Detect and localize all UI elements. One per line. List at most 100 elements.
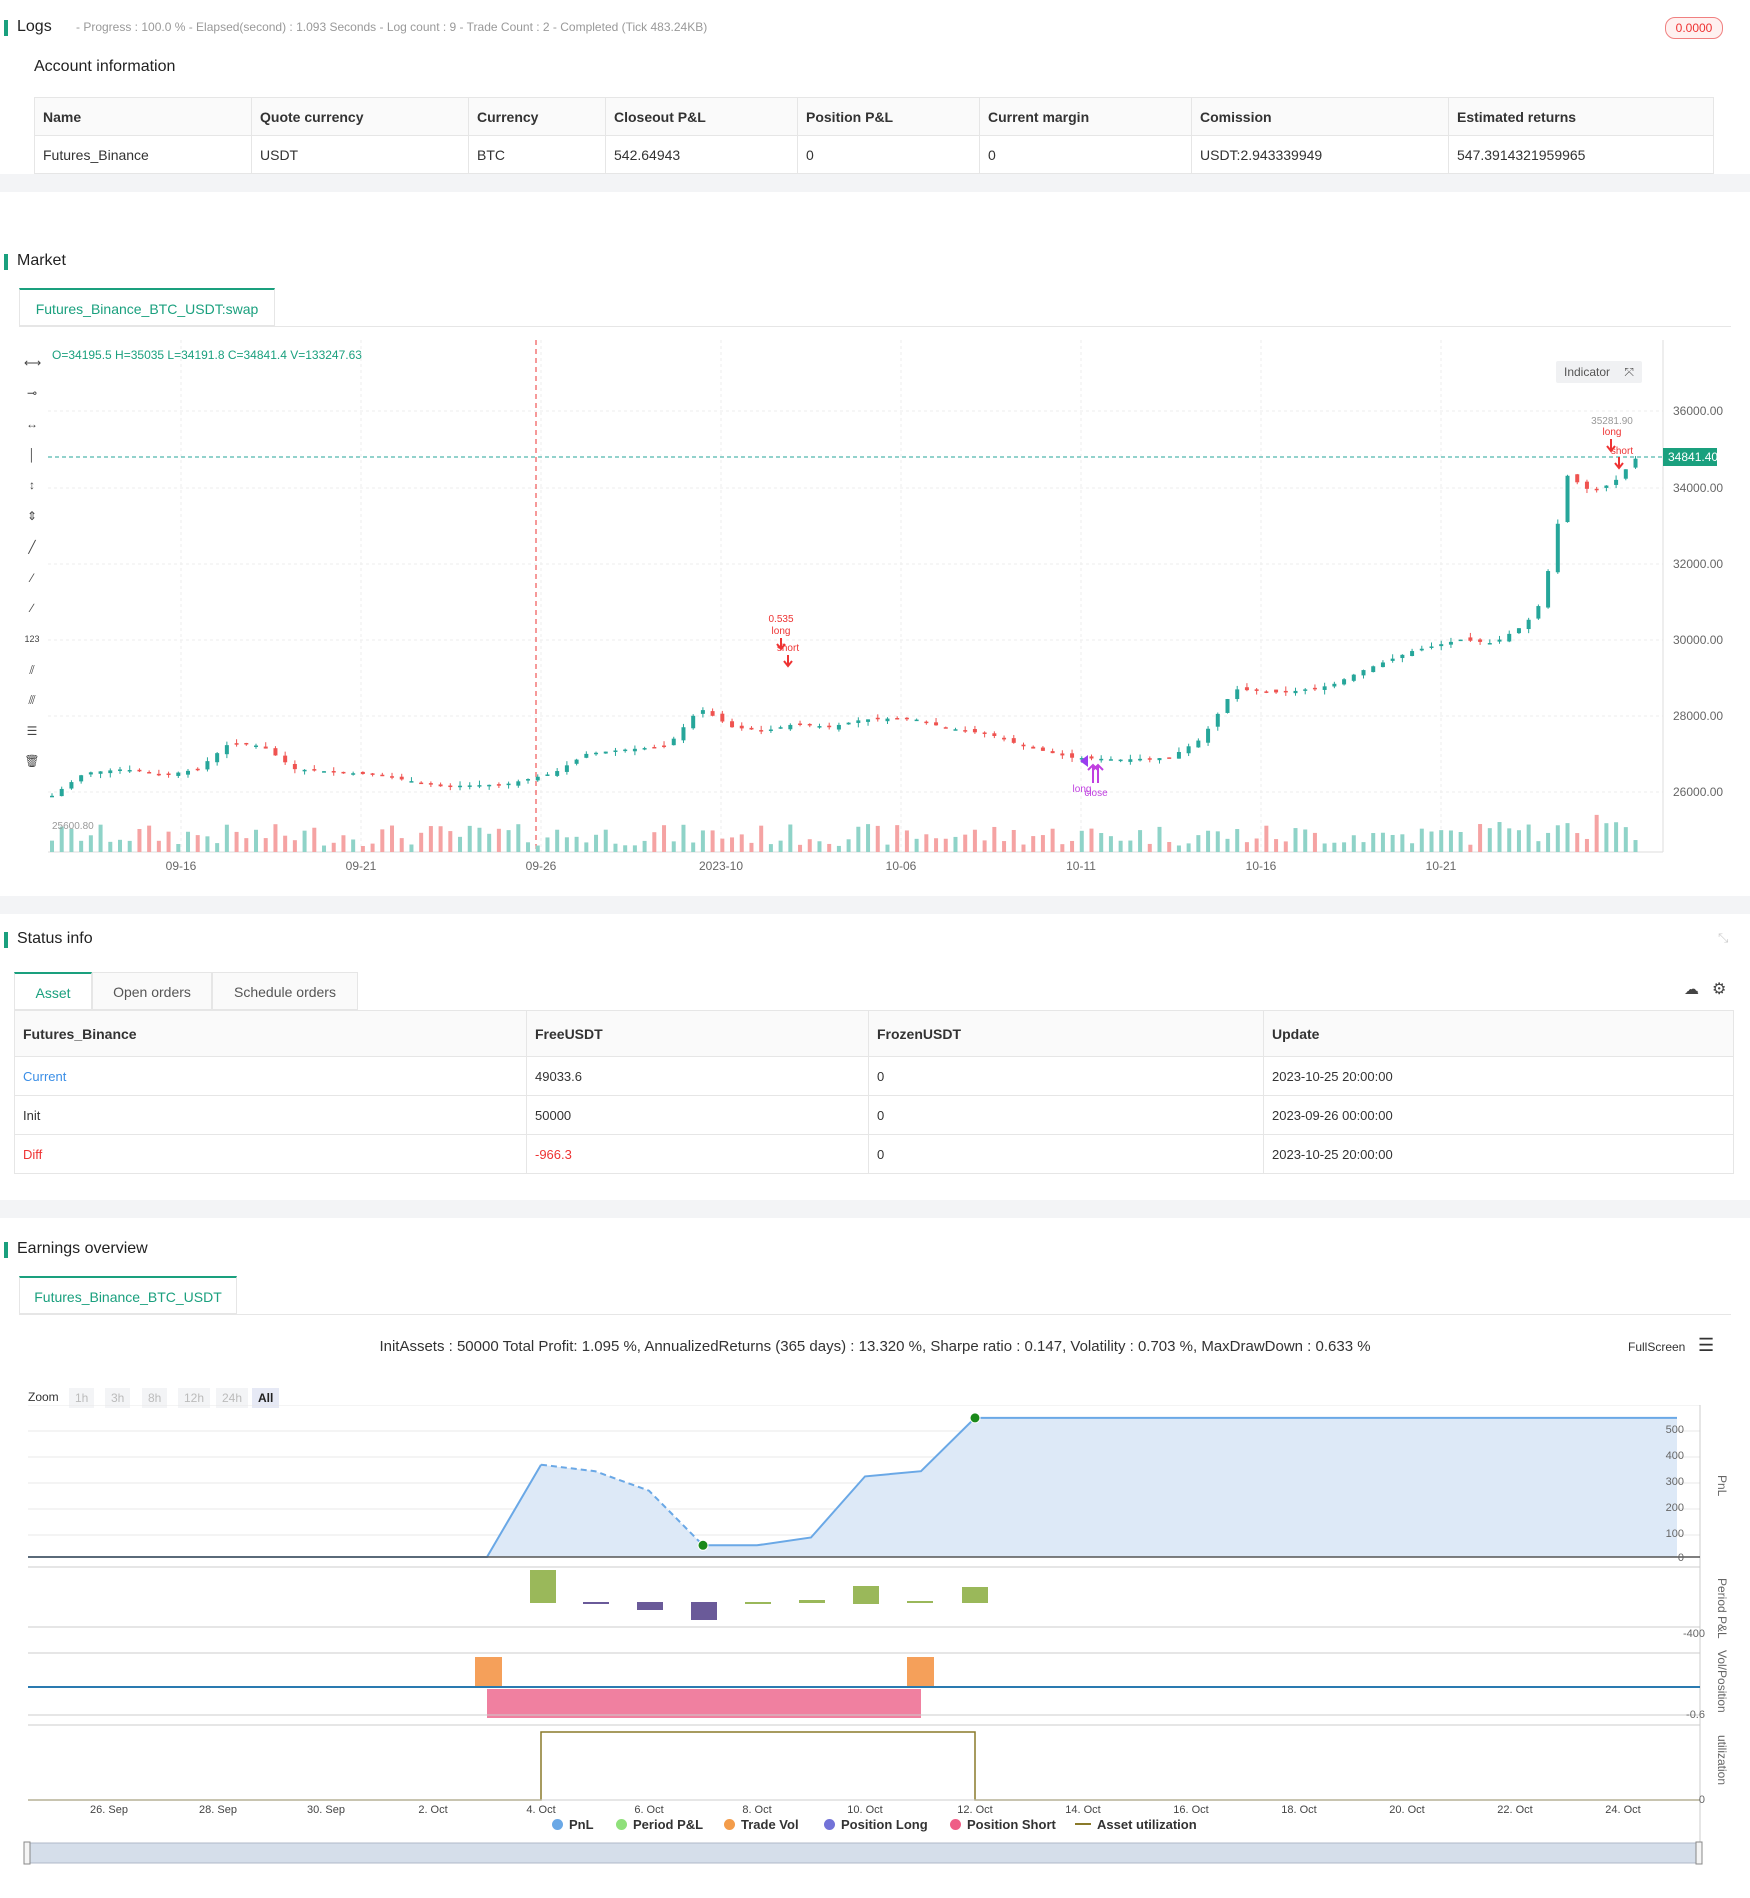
asset-cell: 49033.6 xyxy=(526,1056,869,1096)
ray-line-icon[interactable]: ⁄ xyxy=(30,571,33,585)
asset-col-update: Update xyxy=(1263,1010,1734,1057)
hamburger-menu-icon[interactable]: ☰ xyxy=(1698,1335,1715,1355)
zoom-12h[interactable]: 12h xyxy=(178,1388,211,1408)
indicator-button[interactable]: Indicator ⤧ xyxy=(1556,361,1642,383)
volume-bar xyxy=(156,840,161,852)
zoom-8h[interactable]: 8h xyxy=(142,1388,168,1408)
expand-icon: ⤧ xyxy=(1624,365,1634,379)
candle-body xyxy=(1312,687,1317,690)
candle-body xyxy=(642,748,647,750)
legend-pnl[interactable]: PnL xyxy=(552,1817,594,1832)
earnings-symbol-tab[interactable]: Futures_Binance_BTC_USDT xyxy=(19,1276,237,1314)
candle-body xyxy=(1050,751,1055,754)
candle-body xyxy=(671,738,676,746)
candlestick-chart[interactable]: 0.535 long short 35281.90 long short clo… xyxy=(48,340,1734,880)
tab-open-orders[interactable]: Open orders xyxy=(92,972,212,1010)
vertical-ray-icon[interactable]: ↕ xyxy=(29,478,35,492)
candle-body xyxy=(370,773,375,775)
candle-body xyxy=(176,772,181,776)
volume-bar xyxy=(720,838,725,852)
legend-position-long[interactable]: Position Long xyxy=(824,1817,928,1832)
horizontal-segment-icon[interactable]: ↔ xyxy=(26,417,38,431)
volume-bar xyxy=(1439,830,1444,852)
period-pnl-bars xyxy=(530,1570,988,1620)
navigator-right-handle[interactable] xyxy=(1695,1841,1703,1865)
logs-badge[interactable]: 0.0000 xyxy=(1665,17,1723,39)
volume-bar xyxy=(1108,836,1113,852)
candle-body xyxy=(390,776,395,778)
candle-body xyxy=(1546,571,1551,608)
horizontal-line-icon[interactable]: ⟷ xyxy=(24,356,42,370)
tab-schedule-orders[interactable]: Schedule orders xyxy=(212,972,358,1010)
svg-text:500: 500 xyxy=(1666,1424,1684,1436)
vertical-segment-icon[interactable]: ⇕ xyxy=(26,509,38,523)
candle-body xyxy=(681,727,686,741)
candle-body xyxy=(331,771,336,773)
zoom-24h[interactable]: 24h xyxy=(216,1388,249,1408)
volume-bar xyxy=(613,843,618,852)
price-label-icon[interactable]: 123 xyxy=(24,634,40,644)
volume-bar xyxy=(390,825,395,852)
candle-body xyxy=(1118,759,1123,762)
legend-period-pnl[interactable]: Period P&L xyxy=(616,1817,703,1832)
pnl-area xyxy=(28,1417,1677,1557)
candle-body xyxy=(1507,633,1512,642)
candle-body xyxy=(79,775,84,782)
parallel-lines-icon[interactable]: ⫽ xyxy=(29,663,35,677)
asset-cell: 2023-10-25 20:00:00 xyxy=(1263,1056,1734,1096)
volume-bar xyxy=(1623,827,1628,852)
earnings-chart[interactable]: 500 400 300 200 100 0 PnL -400 Period P&… xyxy=(0,1405,1750,1898)
volume-bar xyxy=(283,835,288,852)
volume-bar xyxy=(263,838,268,852)
candle-body xyxy=(380,774,385,777)
collapse-icon[interactable]: ⤡ xyxy=(1718,930,1729,945)
cloud-download-icon[interactable]: ☁ xyxy=(1684,981,1699,998)
volume-bar xyxy=(467,825,472,852)
earnings-title: Earnings overview xyxy=(4,1240,148,1258)
volume-bar xyxy=(681,824,686,852)
candle-body xyxy=(1575,474,1580,483)
candle-body xyxy=(1361,670,1366,676)
zoom-all[interactable]: All xyxy=(252,1388,280,1408)
svg-text:long: long xyxy=(772,626,791,637)
legend-position-short[interactable]: Position Short xyxy=(950,1817,1056,1832)
zoom-3h[interactable]: 3h xyxy=(105,1388,131,1408)
volume-bar xyxy=(487,833,492,852)
candle-body xyxy=(1439,644,1444,647)
segment-line-icon[interactable]: ∕ xyxy=(30,601,33,615)
legend-trade-vol[interactable]: Trade Vol xyxy=(724,1817,799,1832)
tab-asset[interactable]: Asset xyxy=(14,972,92,1010)
volume-bar xyxy=(331,842,336,852)
trend-line-icon[interactable]: ╱ xyxy=(28,540,36,554)
channel-icon[interactable]: ⫻ xyxy=(28,693,36,707)
legend-asset-utilization[interactable]: Asset utilization xyxy=(1075,1817,1197,1832)
asset-cell: 0 xyxy=(868,1134,1264,1174)
zoom-1h[interactable]: 1h xyxy=(69,1388,95,1408)
candle-body xyxy=(506,783,511,786)
volume-bar xyxy=(574,836,579,852)
horizontal-ray-icon[interactable]: ⊸ xyxy=(26,386,38,400)
candle-body xyxy=(904,717,909,720)
volume-bar xyxy=(254,829,259,852)
candle-body xyxy=(584,753,589,758)
fibonacci-icon[interactable]: ☰ xyxy=(26,724,38,738)
navigator-track[interactable] xyxy=(23,1842,1703,1864)
zoom-label: Zoom xyxy=(28,1390,59,1404)
volume-bar xyxy=(1487,828,1492,852)
volume-bar xyxy=(895,825,900,852)
volume-bar xyxy=(739,834,744,852)
fullscreen-button[interactable]: FullScreen xyxy=(1628,1340,1686,1354)
trade-vol-bar xyxy=(907,1657,934,1687)
legend-dot xyxy=(724,1819,735,1830)
candle-body xyxy=(778,727,783,729)
candle-body xyxy=(496,784,501,786)
candle-body xyxy=(1244,687,1249,691)
gear-icon[interactable]: ⚙ xyxy=(1712,981,1727,998)
volume-bar xyxy=(506,830,511,852)
trash-icon[interactable]: 🗑 xyxy=(24,754,40,768)
navigator-left-handle[interactable] xyxy=(23,1841,31,1865)
market-symbol-tab[interactable]: Futures_Binance_BTC_USDT:swap xyxy=(19,288,275,326)
svg-text:14. Oct: 14. Oct xyxy=(1065,1804,1100,1816)
candle-body xyxy=(943,727,948,729)
vertical-line-icon[interactable]: │ xyxy=(28,448,36,462)
